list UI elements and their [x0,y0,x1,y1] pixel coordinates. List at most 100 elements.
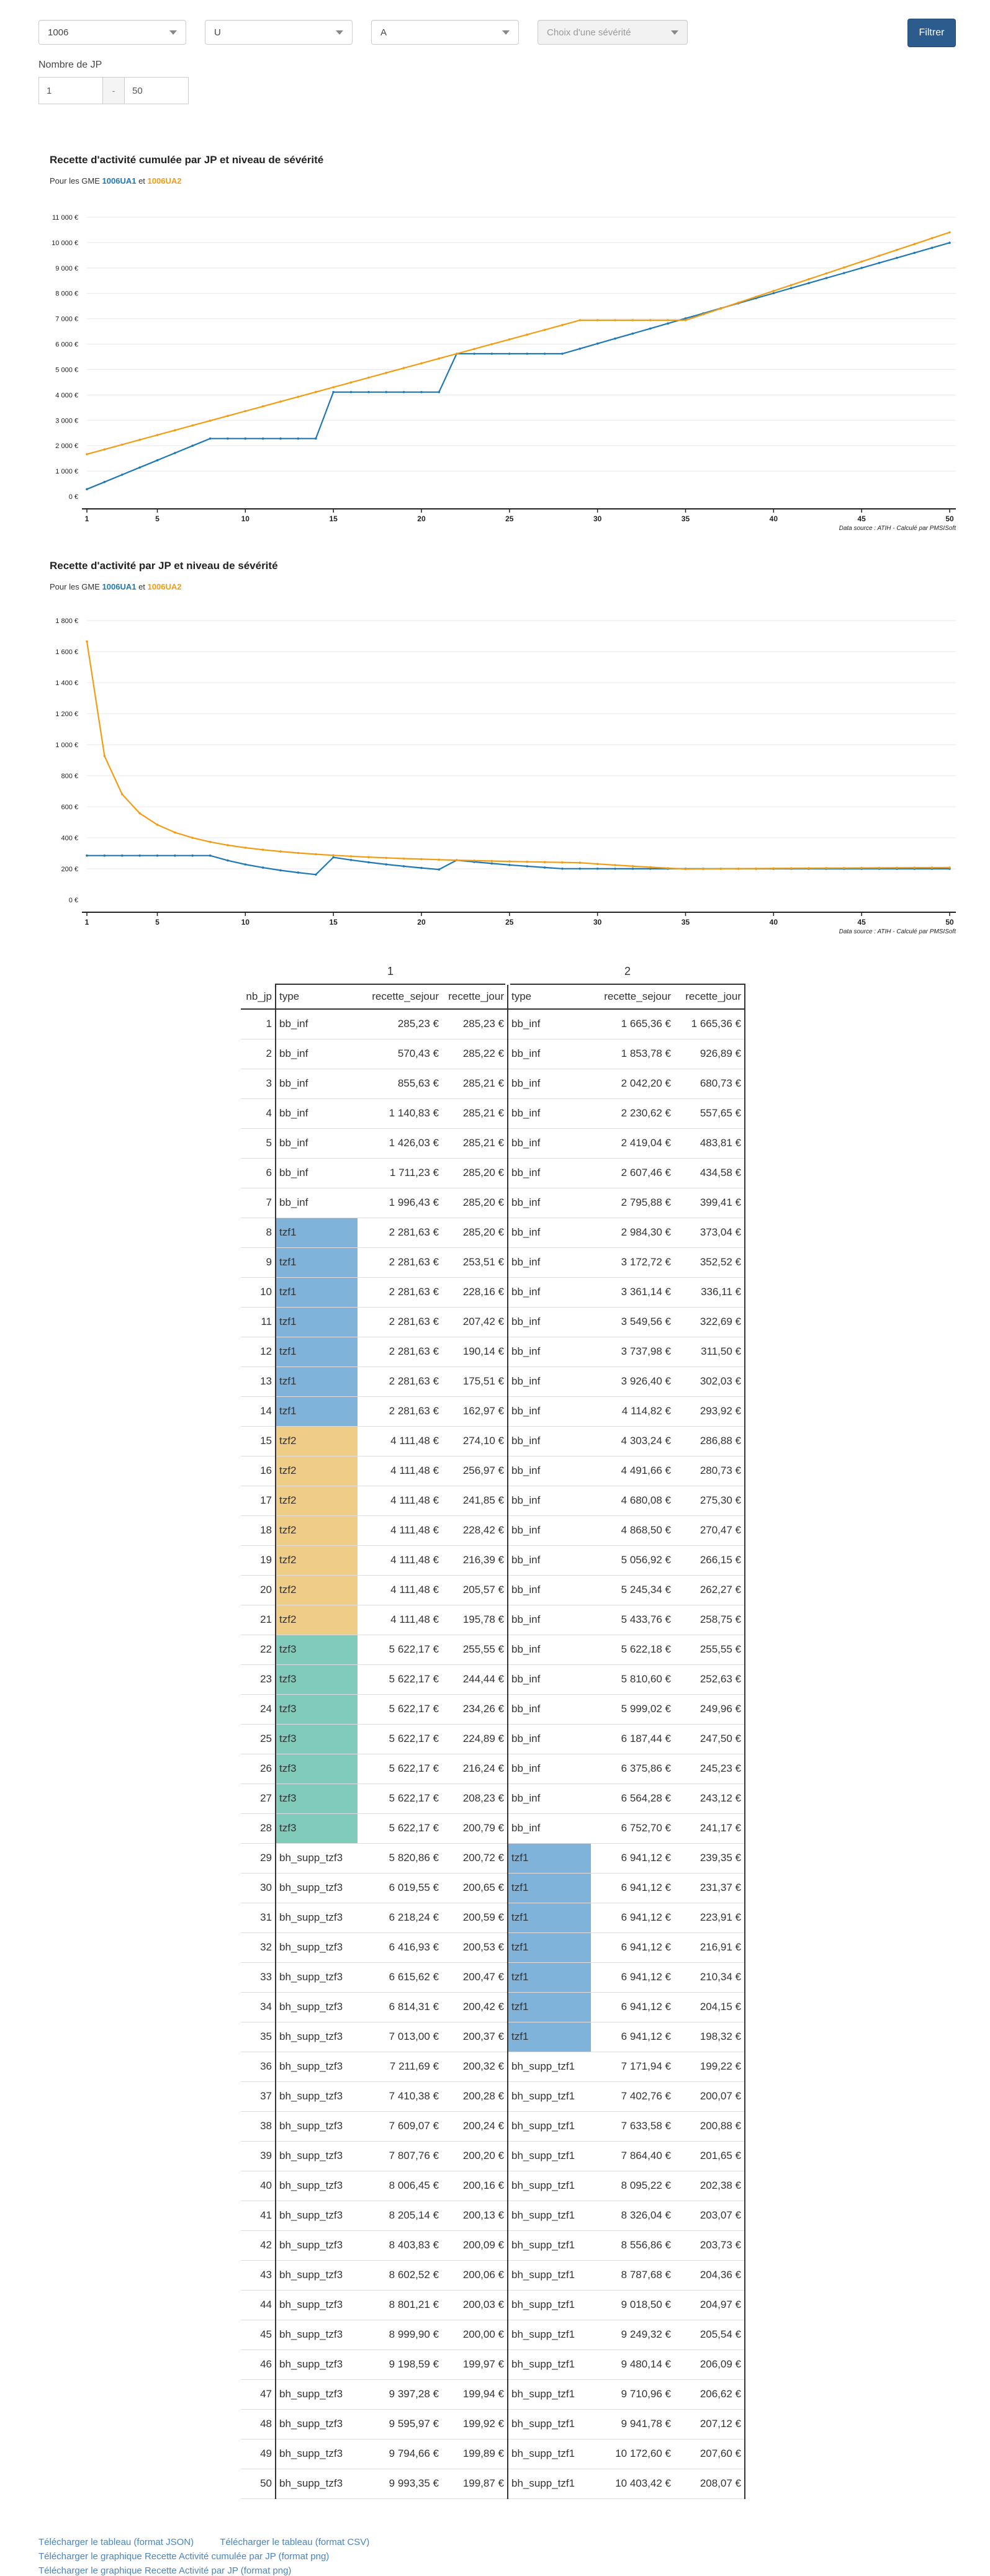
cell-type-1: bh_supp_tzf3 [275,2230,358,2261]
data-point [825,277,828,279]
jp-range-separator: - [103,77,124,104]
data-point [790,867,793,869]
cell-recette-jour-1: 228,16 € [442,1277,508,1308]
cell-type-1: tzf1 [275,1367,358,1397]
cell-type-1: tzf3 [275,1635,358,1665]
download-png-jp-link[interactable]: Télécharger le graphique Recette Activit… [38,2565,292,2576]
daily-revenue-chart: 0 € 200 € 400 € 600 € 800 € 1 000 € 1 200 € 1 4… [55,617,956,935]
data-point [772,292,775,295]
cell-nb-jp: 11 [241,1307,276,1337]
data-point [420,391,423,393]
ghm-select[interactable]: 1006 [38,20,186,45]
cell-recette-jour-2: 434,58 € [674,1158,745,1188]
cell-type-2: bh_supp_tzf1 [507,2349,591,2380]
y-tick-label: 4 000 € [55,392,78,399]
download-csv-link[interactable]: Télécharger le tableau (format CSV) [220,2537,370,2547]
data-point [508,338,511,341]
cell-recette-sejour-1: 5 622,17 € [358,1664,442,1695]
cell-recette-jour-2: 241,17 € [674,1813,745,1844]
data-point [209,420,212,422]
cell-type-2: bh_supp_tzf1 [507,2469,591,2499]
data-point [349,859,353,861]
cell-type-1: bh_supp_tzf3 [275,2409,358,2439]
cell-recette-sejour-2: 4 114,82 € [591,1396,674,1427]
cell-nb-jp: 14 [241,1396,276,1427]
cell-nb-jp: 7 [241,1188,276,1218]
data-point [737,868,740,870]
cell-type-1: bh_supp_tzf3 [275,2260,358,2291]
data-point [543,861,546,863]
cell-type-1: tzf2 [275,1515,358,1546]
chart1-subtitle-mid: et [136,176,148,186]
cell-recette-sejour-1: 9 794,66 € [358,2439,442,2469]
download-png-cumul-link[interactable]: Télécharger le graphique Recette Activit… [38,2551,330,2562]
data-point [808,282,810,284]
cell-recette-sejour-1: 6 615,62 € [358,1962,442,1993]
table-row: 34 bh_supp_tzf3 6 814,31 €200,42 € tzf1 6 94… [241,1992,745,2022]
cell-type-1: tzf2 [275,1426,358,1456]
cell-type-2: bb_inf [507,1545,591,1576]
x-tick-label: 15 [329,514,338,523]
data-point [755,867,757,870]
cell-type-1: tzf1 [275,1247,358,1278]
table-row: 50 bh_supp_tzf3 9 993,35 €199,87 € bh_supp_… [241,2469,745,2499]
data-point [156,459,159,462]
cell-recette-sejour-2: 2 230,62 € [591,1098,674,1129]
cell-recette-sejour-1: 2 281,63 € [358,1277,442,1308]
cell-nb-jp: 45 [241,2320,276,2350]
cell-nb-jp: 21 [241,1605,276,1635]
severity-select[interactable]: Choix d'une sévérité [538,20,688,45]
complexity-select[interactable]: A [371,20,519,45]
chart2-title: Recette d'activité par JP et niveau de s… [50,560,278,572]
jp-max-input[interactable]: 50 [124,77,189,104]
cell-type-2: tzf1 [507,1992,591,2022]
y-tick-label: 2 000 € [55,442,78,450]
data-point [878,254,881,257]
data-point [261,866,264,869]
cell-recette-sejour-1: 6 218,24 € [358,1903,442,1933]
cell-type-1: bh_supp_tzf3 [275,2469,358,2499]
type-select[interactable]: U [205,20,353,45]
cell-nb-jp: 3 [241,1069,276,1099]
data-point [473,348,475,351]
cell-recette-jour-1: 200,59 € [442,1903,508,1933]
cell-recette-sejour-1: 4 111,48 € [358,1515,442,1546]
x-tick-label: 1 [85,918,89,927]
data-point [297,851,300,855]
cell-recette-sejour-1: 4 111,48 € [358,1575,442,1605]
filter-button[interactable]: Filtrer [907,19,956,47]
cell-recette-jour-2: 245,23 € [674,1754,745,1784]
cell-nb-jp: 23 [241,1664,276,1695]
y-tick-label: 1 200 € [55,711,78,718]
data-point [490,352,493,355]
data-point [860,260,863,263]
cell-recette-jour-1: 234,26 € [442,1694,508,1725]
cell-recette-jour-2: 286,88 € [674,1426,745,1456]
cell-type-1: bb_inf [275,1128,358,1159]
series-line-1006UA2 [86,231,950,455]
download-json-link[interactable]: Télécharger le tableau (format JSON) [38,2537,194,2547]
chevron-down-icon [502,30,510,35]
cell-recette-jour-1: 255,55 € [442,1635,508,1665]
data-point [385,372,387,374]
data-point [438,391,441,393]
cell-type-2: bb_inf [507,1784,591,1814]
data-point [808,278,810,280]
x-tick-label: 10 [241,514,250,523]
y-tick-label: 5 000 € [55,366,78,374]
cell-nb-jp: 4 [241,1098,276,1129]
y-tick-label: 1 600 € [55,648,78,656]
cell-nb-jp: 27 [241,1784,276,1814]
data-point [684,317,687,320]
cell-recette-sejour-2: 4 868,50 € [591,1515,674,1546]
data-point [860,267,863,269]
data-point [543,328,546,331]
cell-type-2: bb_inf [507,1009,591,1039]
cell-type-1: tzf1 [275,1396,358,1427]
data-point [561,861,564,864]
table-row: 9 tzf1 2 281,63 €253,51 € bb_inf 3 172,72 €3… [241,1247,745,1278]
cell-type-1: tzf2 [275,1545,358,1576]
jp-min-input[interactable]: 1 [38,77,103,104]
cell-type-1: tzf1 [275,1337,358,1367]
data-point [120,793,124,796]
